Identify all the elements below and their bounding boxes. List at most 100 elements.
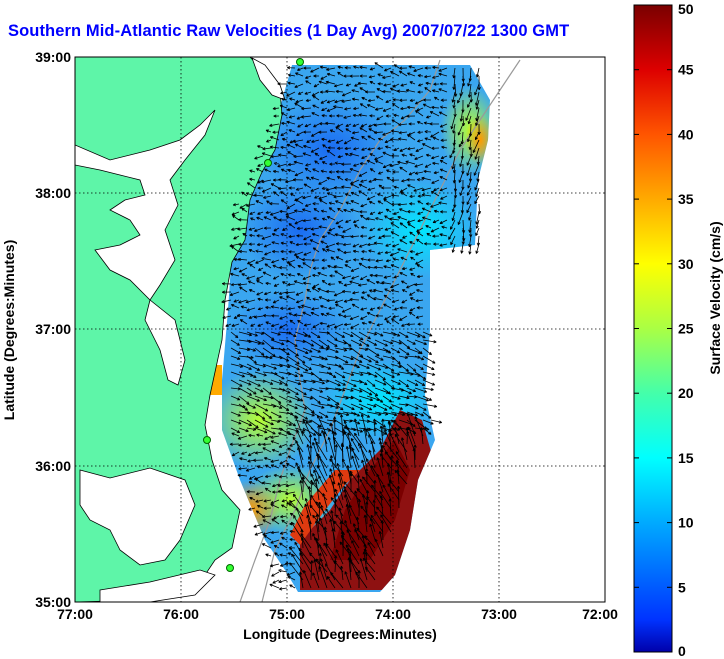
velocity-arrow bbox=[321, 107, 328, 111]
velocity-arrow bbox=[295, 99, 304, 104]
velocity-arrow bbox=[356, 488, 368, 501]
velocity-arrow bbox=[238, 387, 253, 396]
velocity-arrow bbox=[382, 131, 392, 136]
velocity-arrow bbox=[390, 371, 401, 376]
velocity-arrow bbox=[398, 347, 410, 356]
velocity-arrow bbox=[370, 514, 384, 533]
velocity-arrow bbox=[389, 479, 400, 493]
velocity-arrow bbox=[359, 478, 368, 493]
velocity-arrow bbox=[265, 306, 272, 310]
velocity-arrow bbox=[269, 211, 280, 216]
velocity-arrow bbox=[331, 430, 336, 453]
velocity-arrow bbox=[320, 99, 328, 104]
velocity-arrow bbox=[399, 222, 408, 229]
velocity-arrow bbox=[248, 227, 256, 231]
velocity-arrow bbox=[379, 453, 392, 469]
velocity-arrow bbox=[255, 499, 264, 503]
velocity-arrow bbox=[358, 331, 371, 340]
velocity-arrow bbox=[333, 416, 337, 437]
velocity-arrow bbox=[409, 231, 416, 237]
velocity-arrow bbox=[366, 371, 378, 378]
velocity-arrow bbox=[302, 195, 312, 200]
velocity-arrow bbox=[397, 248, 408, 253]
velocity-arrow bbox=[439, 123, 448, 128]
velocity-arrow bbox=[390, 379, 401, 385]
velocity-arrow bbox=[430, 131, 440, 138]
velocity-arrow bbox=[294, 219, 304, 225]
velocity-arrow bbox=[310, 403, 325, 409]
velocity-arrow bbox=[409, 98, 416, 102]
velocity-arrow bbox=[310, 312, 320, 317]
velocity-arrow bbox=[238, 379, 252, 386]
velocity-arrow bbox=[249, 211, 256, 215]
velocity-arrow bbox=[389, 217, 400, 221]
velocity-arrow bbox=[432, 75, 440, 79]
velocity-arrow bbox=[395, 451, 408, 469]
velocity-arrow bbox=[246, 339, 261, 345]
velocity-arrow bbox=[359, 74, 367, 78]
velocity-arrow bbox=[287, 162, 296, 167]
velocity-arrow bbox=[315, 501, 328, 517]
velocity-arrow bbox=[248, 289, 256, 293]
velocity-arrow bbox=[270, 379, 283, 385]
velocity-arrow bbox=[391, 193, 400, 198]
velocity-arrow bbox=[264, 474, 272, 479]
velocity-arrow bbox=[287, 282, 296, 287]
velocity-arrow bbox=[248, 475, 256, 480]
velocity-arrow bbox=[450, 235, 456, 246]
velocity-arrow bbox=[393, 147, 400, 151]
velocity-arrow bbox=[329, 468, 336, 485]
velocity-arrow bbox=[265, 210, 272, 215]
velocity-arrow bbox=[399, 187, 408, 193]
velocity-arrow bbox=[294, 171, 304, 177]
velocity-arrow bbox=[374, 107, 384, 111]
velocity-arrow bbox=[334, 347, 348, 352]
velocity-arrow bbox=[265, 129, 272, 133]
velocity-arrow bbox=[367, 135, 376, 141]
velocity-arrow bbox=[287, 576, 296, 581]
velocity-arrow bbox=[352, 123, 360, 127]
velocity-arrow bbox=[416, 306, 424, 310]
velocity-arrow bbox=[279, 209, 288, 214]
velocity-arrow bbox=[335, 219, 344, 225]
velocity-arrow bbox=[368, 201, 376, 205]
velocity-arrow bbox=[351, 89, 360, 93]
velocity-arrow bbox=[288, 250, 296, 254]
velocity-arrow bbox=[289, 443, 296, 447]
velocity-arrow bbox=[263, 499, 272, 503]
velocity-arrow bbox=[310, 387, 324, 393]
velocity-arrow bbox=[369, 307, 376, 311]
velocity-arrow bbox=[439, 168, 448, 173]
velocity-arrow bbox=[476, 155, 480, 165]
velocity-arrow bbox=[362, 476, 376, 493]
velocity-arrow bbox=[278, 419, 292, 426]
velocity-arrow bbox=[238, 299, 248, 304]
velocity-arrow bbox=[309, 445, 313, 469]
velocity-arrow bbox=[311, 139, 320, 143]
velocity-arrow bbox=[383, 294, 392, 301]
velocity-arrow bbox=[286, 395, 301, 402]
velocity-arrow bbox=[424, 75, 432, 79]
velocity-arrow bbox=[350, 234, 360, 239]
velocity-arrow bbox=[358, 113, 368, 117]
velocity-arrow bbox=[414, 171, 424, 175]
velocity-arrow bbox=[349, 168, 360, 173]
velocity-arrow bbox=[401, 153, 408, 157]
velocity-arrow bbox=[245, 299, 256, 304]
velocity-arrow bbox=[475, 243, 480, 254]
velocity-arrow bbox=[265, 321, 272, 325]
velocity-arrow bbox=[415, 147, 424, 152]
velocity-arrow bbox=[383, 122, 392, 126]
velocity-arrow bbox=[417, 219, 424, 223]
velocity-arrow bbox=[358, 243, 368, 248]
velocity-arrow bbox=[246, 490, 256, 494]
velocity-arrow bbox=[341, 235, 352, 239]
velocity-arrow bbox=[278, 387, 291, 394]
velocity-arrow bbox=[368, 321, 376, 325]
velocity-arrow bbox=[245, 467, 256, 472]
velocity-arrow bbox=[263, 314, 272, 318]
velocity-arrow bbox=[278, 363, 291, 369]
colorbar-tick-label: 35 bbox=[678, 191, 694, 207]
velocity-arrow bbox=[393, 307, 400, 311]
